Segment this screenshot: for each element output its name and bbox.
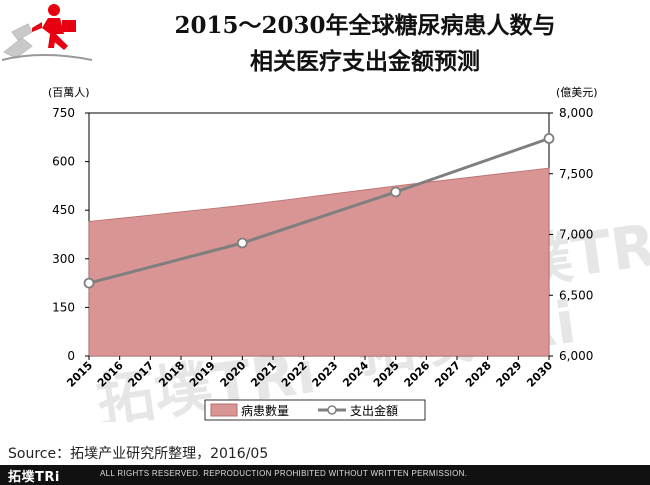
running-man-logo-icon [2,4,92,61]
legend-line-marker [327,405,337,415]
right-tick-label: 6,000 [559,349,593,363]
axis-ticks [85,112,553,360]
line-point-marker [390,186,402,198]
copyright-note: ALL RIGHTS RESERVED. REPRODUCTION PROHIB… [100,469,468,478]
line-point-marker [83,277,95,289]
left-tick-label: 600 [52,155,75,169]
line-point-marker [543,133,555,144]
left-axis-labels: 750 600 450 300 150 0 [52,106,75,363]
legend-area-swatch [210,403,238,417]
legend-box [204,399,426,421]
chart-canvas: 拓墣TRi 拓墣TRi 拓墣TRi (百萬人) (億美元) 7506004503… [48,86,650,422]
source-note: Source：拓墣产业研究所整理，2016/05 [8,446,269,462]
left-tick-label: 150 [52,300,75,314]
chart-title: 2015～2030年全球糖尿病患人数与 相关医疗支出金额预测 [95,8,635,80]
right-tick-label: 6,500 [559,288,593,302]
legend-label-patients: 病患數量 [241,403,289,418]
right-axis-labels: 8,000 7,500 7,000 6,500 6,000 [559,106,593,363]
series-line-spending [88,137,550,285]
series-line-points [83,133,555,289]
left-tick-label: 750 [52,106,75,120]
x-tick-label: 2030 [524,359,555,390]
left-tick-label: 450 [52,203,75,217]
title-line-1: 2015～2030年全球糖尿病患人数与 [174,12,556,39]
right-axis-unit: (億美元) [556,86,598,99]
legend: 病患數量 支出金額 [204,399,426,421]
x-tick-label: 2015 [64,359,95,390]
footer-bar: 拓墣TRi ALL RIGHTS RESERVED. REPRODUCTION … [0,465,650,485]
footer-brand-logo: 拓墣TRi [8,470,60,485]
left-tick-label: 0 [67,349,75,363]
right-tick-label: 7,500 [559,167,593,181]
left-tick-label: 300 [52,252,75,266]
legend-label-spending: 支出金額 [350,403,398,418]
series-area-patients [88,167,550,357]
line-point-marker [236,237,248,249]
right-tick-label: 7,000 [559,228,593,242]
title-line-2: 相关医疗支出金额预测 [250,48,480,75]
right-tick-label: 8,000 [559,106,593,120]
left-axis-unit: (百萬人) [48,86,90,99]
